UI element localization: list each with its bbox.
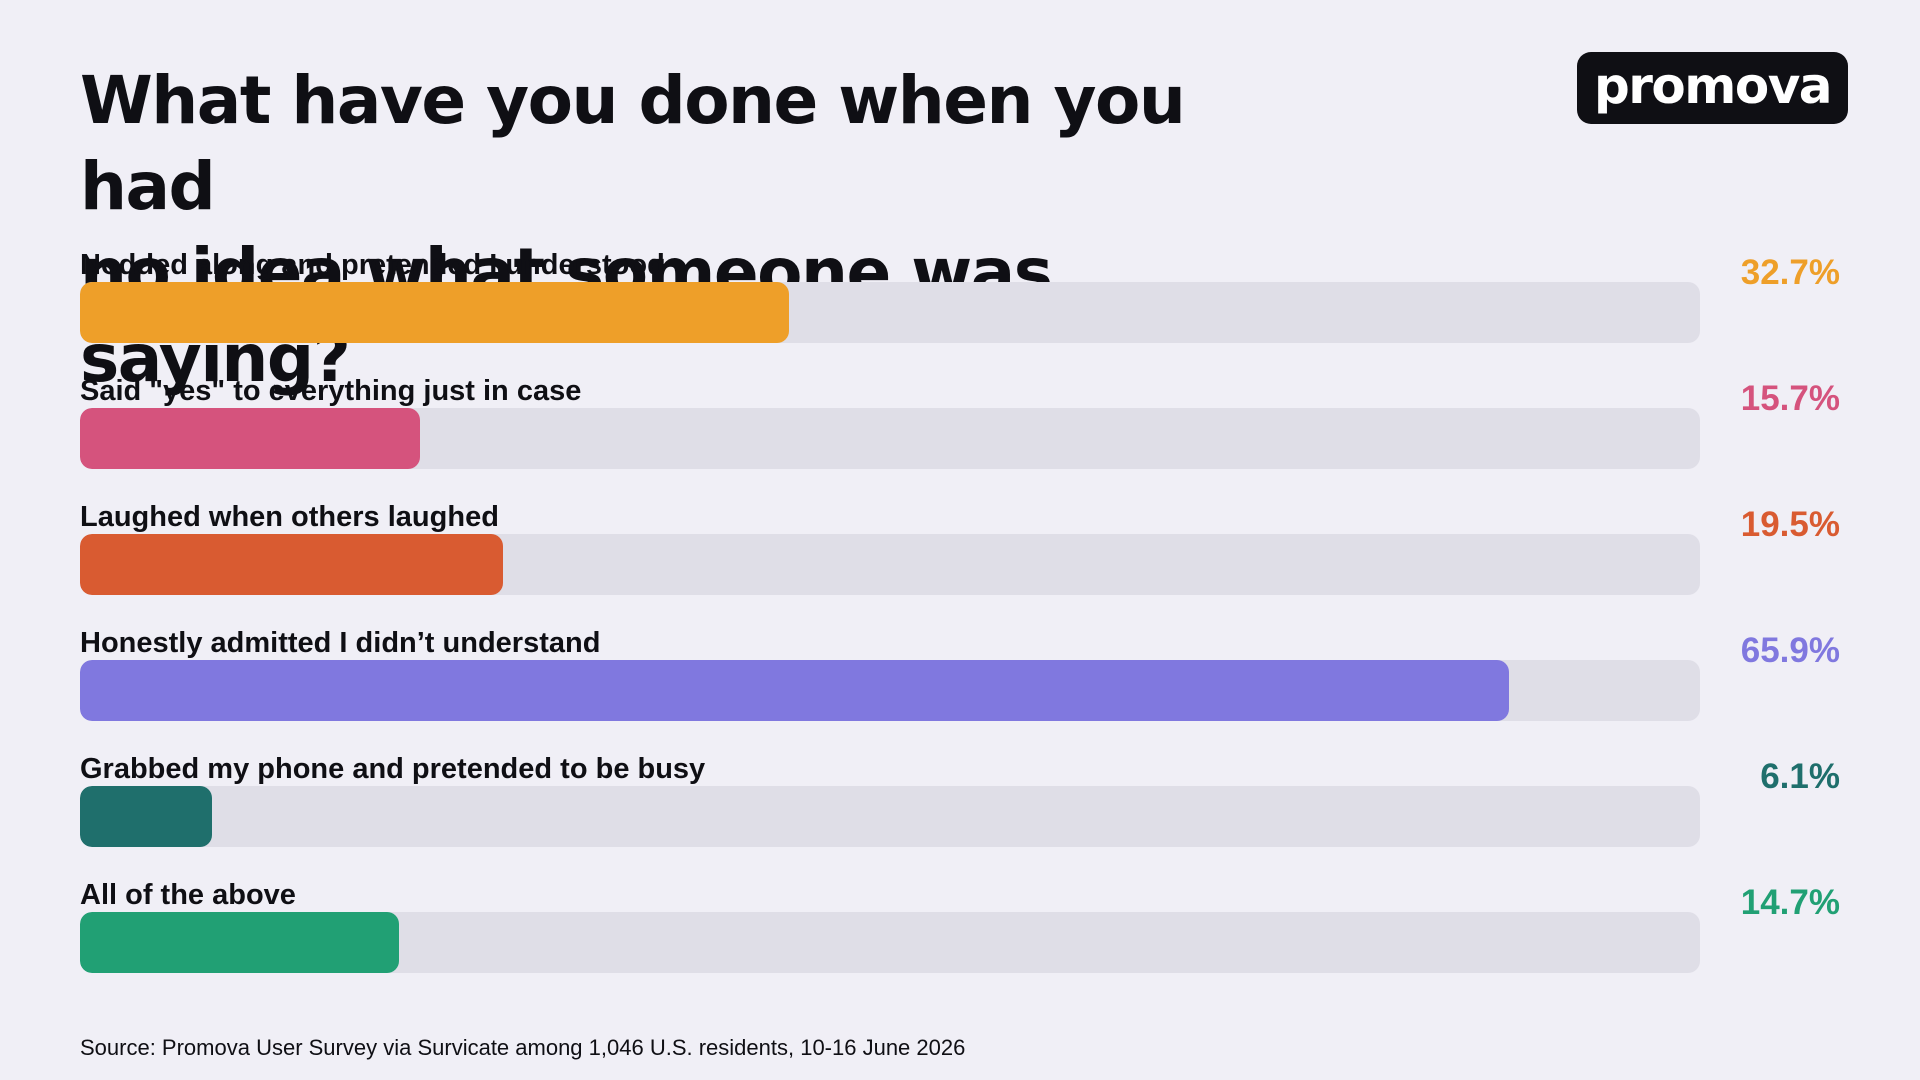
- category-label: Nodded along and pretended I understood: [80, 249, 665, 281]
- category-label: Grabbed my phone and pretended to be bus…: [80, 753, 706, 785]
- bar-row: Nodded along and pretended I understood 3…: [0, 248, 1920, 358]
- value-label: 6.1%: [1760, 757, 1840, 796]
- bar-track: [80, 408, 1700, 469]
- bar-row: Said "yes" to everything just in case 15.…: [0, 374, 1920, 484]
- bar-row: All of the above 14.7%: [0, 878, 1920, 988]
- bar-row: Honestly admitted I didn’t understand 65.…: [0, 626, 1920, 736]
- bar-row: Grabbed my phone and pretended to be bus…: [0, 752, 1920, 862]
- value-label: 19.5%: [1740, 505, 1840, 544]
- category-label: Honestly admitted I didn’t understand: [80, 627, 601, 659]
- bar-track: [80, 786, 1700, 847]
- bar: [80, 282, 789, 343]
- bar-row: Laughed when others laughed 19.5%: [0, 500, 1920, 610]
- category-label: Said "yes" to everything just in case: [80, 375, 582, 407]
- value-label: 32.7%: [1740, 253, 1840, 292]
- promova-logo: promova: [1577, 52, 1848, 124]
- bar: [80, 534, 503, 595]
- category-label: Laughed when others laughed: [80, 501, 499, 533]
- chart-title-line-1: What have you done when you had: [80, 62, 1186, 225]
- category-label: All of the above: [80, 879, 296, 911]
- bar-track: [80, 534, 1700, 595]
- bar: [80, 786, 212, 847]
- bar-track: [80, 282, 1700, 343]
- bar: [80, 912, 399, 973]
- value-label: 15.7%: [1740, 379, 1840, 418]
- value-label: 14.7%: [1740, 883, 1840, 922]
- source-note: Source: Promova User Survey via Survicat…: [80, 1035, 966, 1060]
- bar-track: [80, 660, 1700, 721]
- bar: [80, 660, 1509, 721]
- value-label: 65.9%: [1740, 631, 1840, 670]
- bar-track: [80, 912, 1700, 973]
- bar: [80, 408, 420, 469]
